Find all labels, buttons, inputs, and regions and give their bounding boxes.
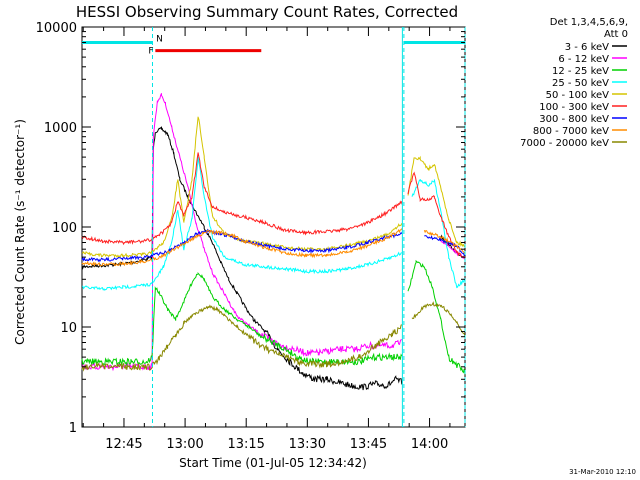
legend-label: 6 - 12 keV [558,54,609,65]
x-tick-label: 12:45 [105,437,142,452]
legend-label: 800 - 7000 keV [533,126,609,137]
legend-label: 300 - 800 keV [539,114,609,125]
y-tick-label: 100 [52,221,77,236]
legend-header: Det 1,3,4,5,6,9, [550,17,628,28]
series-line [81,152,466,259]
x-axis-label: Start Time (01-Jul-05 12:34:42) [179,456,367,470]
plot-area: NF [81,26,466,428]
legend-label: 25 - 50 keV [552,78,609,89]
flag-label: N [156,34,163,44]
series-line [81,93,466,372]
legend-label: 12 - 25 keV [552,66,609,77]
series-line [81,301,466,372]
x-tick-label: 14:00 [411,437,448,452]
chart-title: HESSI Observing Summary Count Rates, Cor… [76,3,458,21]
x-tick-label: 13:45 [350,437,387,452]
legend-header: Att 0 [604,29,628,40]
y-tick-label: 10000 [36,21,77,36]
series-line [81,228,466,268]
flag-label: F [148,47,153,57]
y-tick-label: 10 [60,321,77,336]
series-line [81,259,466,375]
x-tick-label: 13:30 [289,437,326,452]
x-tick-label: 13:00 [166,437,203,452]
legend-label: 100 - 300 keV [539,102,609,113]
series-line [81,116,466,258]
y-tick-label: 1 [69,421,77,436]
y-tick-label: 1000 [44,121,77,136]
legend-label: 50 - 100 keV [546,90,610,101]
legend-label: 3 - 6 keV [565,42,609,53]
legend-label: 7000 - 20000 keV [520,138,609,149]
x-tick-label: 13:15 [227,437,264,452]
x-axis: 12:45 13:00 13:15 13:30 13:45 14:00 [82,27,451,452]
y-axis-label: Corrected Count Rate (s⁻¹ detector⁻¹) [13,119,27,345]
y-axis: 1 10 100 1000 10000 [36,21,465,436]
footer-timestamp: 31-Mar-2010 12:10 [569,468,636,476]
series-line [81,156,466,291]
